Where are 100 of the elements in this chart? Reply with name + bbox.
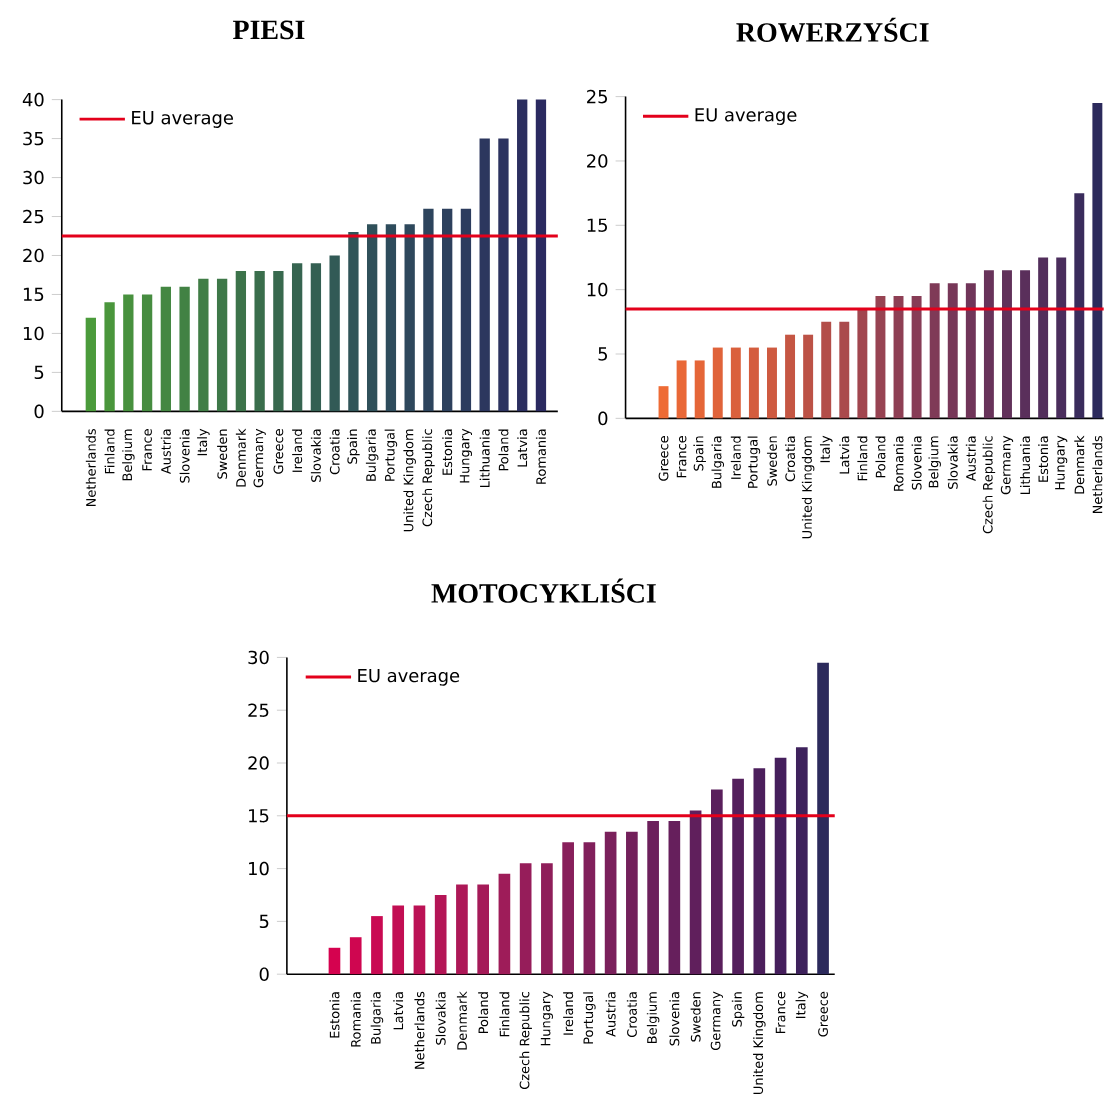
bar xyxy=(676,360,687,419)
bar xyxy=(392,905,405,975)
x-tick-label: Poland xyxy=(498,429,509,471)
y-tick-label: 5 xyxy=(598,347,607,361)
bar xyxy=(254,271,265,412)
y-tick-label: 20 xyxy=(587,154,608,168)
x-tick-label: Belgium xyxy=(646,992,660,1044)
y-tick-label: 15 xyxy=(249,809,269,823)
x-tick-label: Austria xyxy=(160,429,171,475)
x-tick-label: Denmark xyxy=(456,991,467,1050)
bar xyxy=(498,873,511,975)
x-tick-label: Romania xyxy=(350,992,361,1047)
bar xyxy=(694,360,705,419)
x-tick-label: Ireland xyxy=(563,992,574,1035)
x-tick-label: Czech Republic xyxy=(982,436,996,534)
bar xyxy=(767,347,777,419)
bar xyxy=(647,821,659,975)
bar xyxy=(795,747,808,975)
bar xyxy=(712,347,723,419)
bar xyxy=(1056,257,1067,419)
y-tick-label: 25 xyxy=(23,209,44,224)
bar xyxy=(562,842,574,975)
y-tick-label: 10 xyxy=(23,326,44,341)
x-tick-label: Ireland xyxy=(292,429,303,473)
bar xyxy=(160,286,172,412)
bar xyxy=(583,842,596,975)
x-tick-label: Spain xyxy=(731,992,745,1027)
bar xyxy=(385,224,397,412)
legend-label: EU average xyxy=(695,108,797,126)
x-tick-label: Poland xyxy=(478,992,489,1034)
x-tick-label: Greece xyxy=(818,991,828,1037)
x-tick-label: Estonia xyxy=(1038,436,1049,482)
x-tick-label: Netherlands xyxy=(85,429,96,507)
x-tick-label: Slovenia xyxy=(911,436,922,490)
bar xyxy=(371,916,383,975)
x-tick-label: Germany xyxy=(1000,435,1014,495)
x-tick-label: Germany xyxy=(710,991,723,1051)
x-tick-label: Austria xyxy=(965,436,976,482)
x-tick-label: Sweden xyxy=(217,429,228,479)
x-tick-label: Slovenia xyxy=(669,992,680,1046)
x-tick-label: Finland xyxy=(104,429,115,474)
y-tick-label: 30 xyxy=(248,650,269,665)
x-tick-label: Estonia xyxy=(442,429,453,475)
bar xyxy=(821,321,832,419)
bar xyxy=(517,99,528,412)
bar xyxy=(535,99,547,412)
bar xyxy=(310,263,322,412)
x-tick-label: Spain xyxy=(347,429,360,464)
legend-label: EU average xyxy=(132,111,233,129)
x-tick-label: Czech Republic xyxy=(519,992,532,1090)
y-tick-label: 20 xyxy=(23,248,44,263)
bar xyxy=(1002,270,1012,419)
bar xyxy=(198,279,209,412)
x-tick-label: Italy xyxy=(819,435,833,463)
bar xyxy=(732,778,744,975)
x-tick-label: Netherlands xyxy=(414,991,425,1069)
bar xyxy=(1074,193,1085,419)
y-tick-label: 30 xyxy=(23,170,44,185)
bar xyxy=(367,224,378,412)
x-tick-label: Croatia xyxy=(626,992,637,1038)
x-tick-label: Greece xyxy=(273,429,284,474)
bar xyxy=(216,279,228,412)
bar xyxy=(817,662,829,975)
x-tick-label: France xyxy=(142,429,152,471)
y-tick-label: 35 xyxy=(23,131,44,146)
x-tick-label: Spain xyxy=(693,436,706,471)
x-tick-label: Portugal xyxy=(583,992,596,1044)
bar xyxy=(604,831,617,975)
bar xyxy=(730,347,741,419)
bar xyxy=(123,294,134,412)
x-tick-label: Italy xyxy=(197,428,210,456)
bar xyxy=(857,309,868,419)
y-tick-label: 15 xyxy=(587,218,607,233)
bar xyxy=(329,255,340,412)
bar xyxy=(983,270,994,419)
x-tick-label: Lithuania xyxy=(479,429,490,488)
bar xyxy=(1092,103,1103,419)
bar xyxy=(434,895,447,975)
bar xyxy=(104,302,115,412)
bar xyxy=(689,810,702,975)
x-tick-label: Finland xyxy=(499,992,510,1037)
chart-title: ROWERZYŚCI xyxy=(736,17,929,43)
x-tick-label: Lithuania xyxy=(1020,436,1031,495)
x-tick-label: Germany xyxy=(253,428,266,488)
x-tick-label: Hungary xyxy=(1055,435,1068,490)
x-tick-label: Portugal xyxy=(747,436,761,488)
bar xyxy=(404,224,415,412)
y-tick-label: 20 xyxy=(248,756,269,770)
x-tick-label: Latvia xyxy=(839,436,850,474)
y-tick-label: 25 xyxy=(587,89,607,104)
bar xyxy=(141,294,153,412)
x-tick-label: Portugal xyxy=(384,429,398,481)
bar xyxy=(273,271,284,412)
bar xyxy=(498,138,509,412)
bar xyxy=(711,789,723,975)
y-tick-label: 0 xyxy=(259,967,269,982)
x-tick-label: Latvia xyxy=(393,992,404,1030)
x-tick-label: Greece xyxy=(658,436,669,481)
bar xyxy=(179,286,190,412)
x-tick-label: Croatia xyxy=(785,436,796,482)
